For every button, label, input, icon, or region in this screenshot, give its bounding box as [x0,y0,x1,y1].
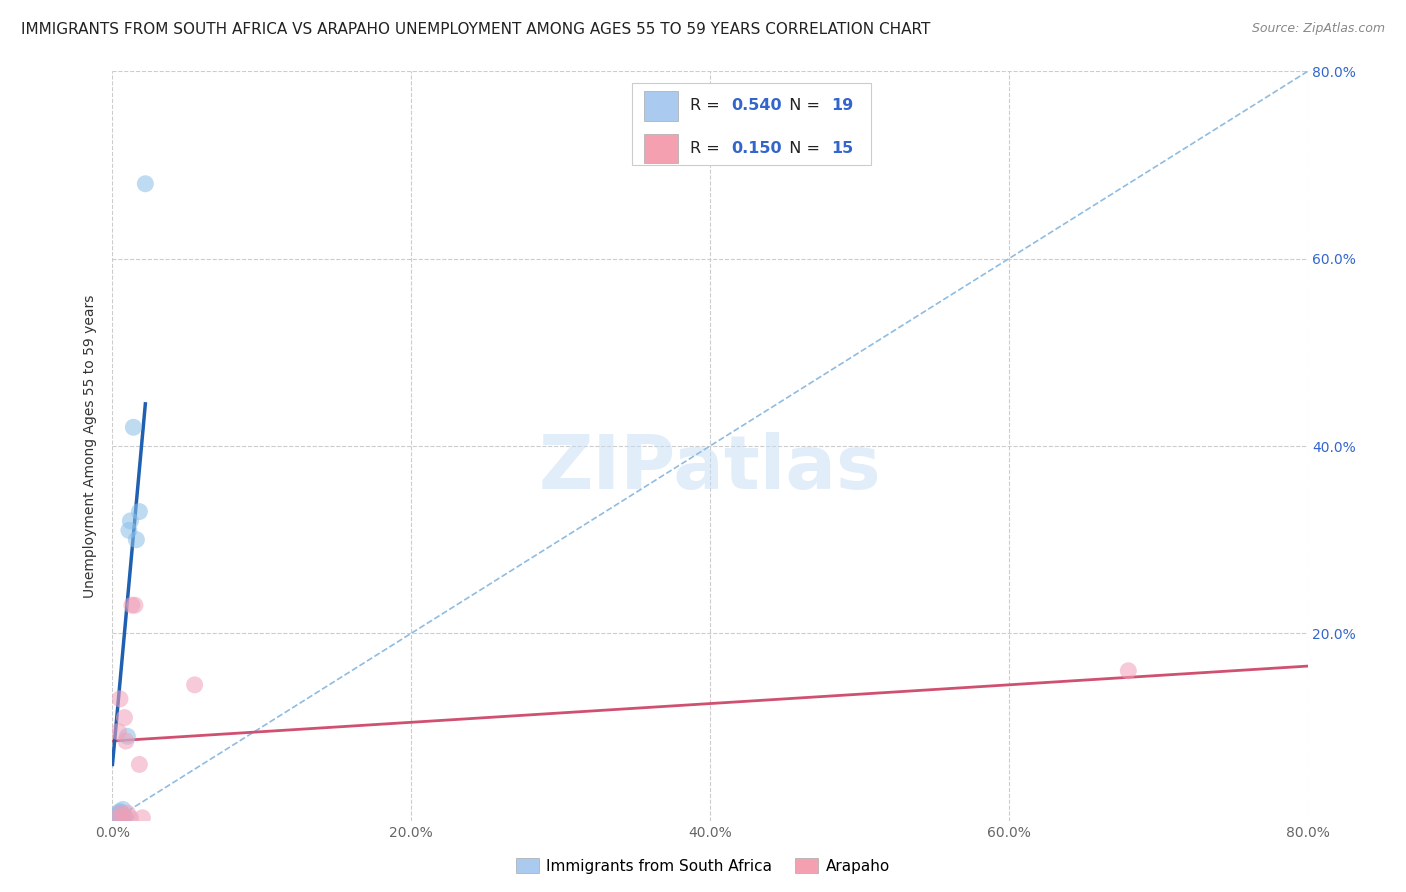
Point [114,811,135,825]
Point [134,177,156,191]
Point [110,806,132,821]
Point [107,724,129,739]
Text: R =: R = [690,98,724,113]
Point [111,811,134,825]
Text: 0.150: 0.150 [731,141,782,156]
Point [120,811,142,825]
Text: IMMIGRANTS FROM SOUTH AFRICA VS ARAPAHO UNEMPLOYMENT AMONG AGES 55 TO 59 YEARS C: IMMIGRANTS FROM SOUTH AFRICA VS ARAPAHO … [21,22,931,37]
Point [118,524,141,538]
Point [122,420,145,434]
Point [131,811,153,825]
Point [183,678,205,692]
Point [111,811,134,825]
Text: 0.540: 0.540 [731,98,782,113]
Point [104,811,127,825]
Point [105,811,128,825]
Point [128,757,150,772]
Point [115,734,138,748]
Point [108,811,131,825]
Point [1118,664,1140,678]
Point [125,533,148,547]
FancyBboxPatch shape [644,134,678,163]
Text: 19: 19 [831,98,853,113]
Point [110,811,132,825]
Text: R =: R = [690,141,724,156]
Point [120,514,142,528]
Point [108,805,131,819]
Point [107,806,129,821]
Text: N =: N = [779,141,825,156]
Legend: Immigrants from South Africa, Arapaho: Immigrants from South Africa, Arapaho [510,852,896,880]
Point [114,710,135,724]
Point [117,730,139,744]
Point [115,811,138,825]
FancyBboxPatch shape [633,83,872,165]
Text: Source: ZipAtlas.com: Source: ZipAtlas.com [1251,22,1385,36]
Point [111,802,134,816]
Y-axis label: Unemployment Among Ages 55 to 59 years: Unemployment Among Ages 55 to 59 years [83,294,97,598]
Point [110,806,132,821]
Text: ZIPatlas: ZIPatlas [538,432,882,505]
Point [124,599,146,613]
Point [128,505,150,519]
Text: N =: N = [779,98,825,113]
Point [121,599,143,613]
FancyBboxPatch shape [644,91,678,120]
Text: 15: 15 [831,141,853,156]
Point [107,811,129,825]
Point [108,692,131,706]
Point [117,806,139,821]
Point [105,808,128,822]
